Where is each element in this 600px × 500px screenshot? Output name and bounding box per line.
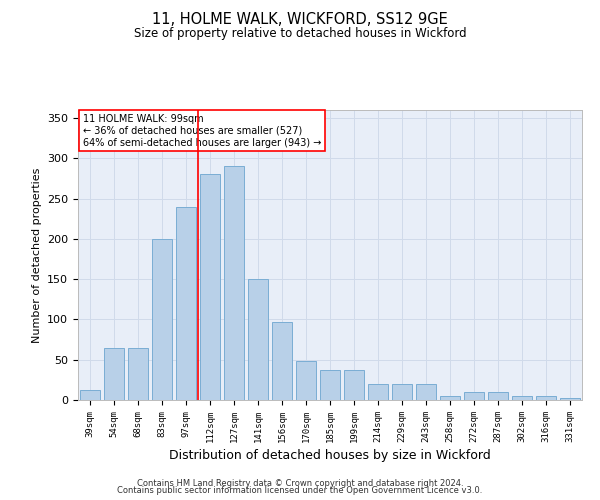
Text: 11 HOLME WALK: 99sqm
← 36% of detached houses are smaller (527)
64% of semi-deta: 11 HOLME WALK: 99sqm ← 36% of detached h…: [83, 114, 322, 148]
Text: Distribution of detached houses by size in Wickford: Distribution of detached houses by size …: [169, 448, 491, 462]
Text: Contains public sector information licensed under the Open Government Licence v3: Contains public sector information licen…: [118, 486, 482, 495]
Bar: [296, 362, 316, 400]
Bar: [176, 206, 196, 400]
Bar: [344, 370, 364, 400]
Y-axis label: Number of detached properties: Number of detached properties: [32, 168, 41, 342]
Bar: [152, 239, 172, 400]
Bar: [464, 392, 484, 400]
Bar: [128, 348, 148, 400]
Bar: [104, 348, 124, 400]
Bar: [200, 174, 220, 400]
Bar: [320, 370, 340, 400]
Bar: [272, 322, 292, 400]
Bar: [248, 279, 268, 400]
Text: Contains HM Land Registry data © Crown copyright and database right 2024.: Contains HM Land Registry data © Crown c…: [137, 478, 463, 488]
Bar: [488, 392, 508, 400]
Bar: [560, 398, 580, 400]
Text: 11, HOLME WALK, WICKFORD, SS12 9GE: 11, HOLME WALK, WICKFORD, SS12 9GE: [152, 12, 448, 28]
Bar: [224, 166, 244, 400]
Bar: [392, 384, 412, 400]
Bar: [440, 396, 460, 400]
Bar: [512, 396, 532, 400]
Bar: [368, 384, 388, 400]
Bar: [80, 390, 100, 400]
Bar: [416, 384, 436, 400]
Bar: [536, 396, 556, 400]
Text: Size of property relative to detached houses in Wickford: Size of property relative to detached ho…: [134, 28, 466, 40]
